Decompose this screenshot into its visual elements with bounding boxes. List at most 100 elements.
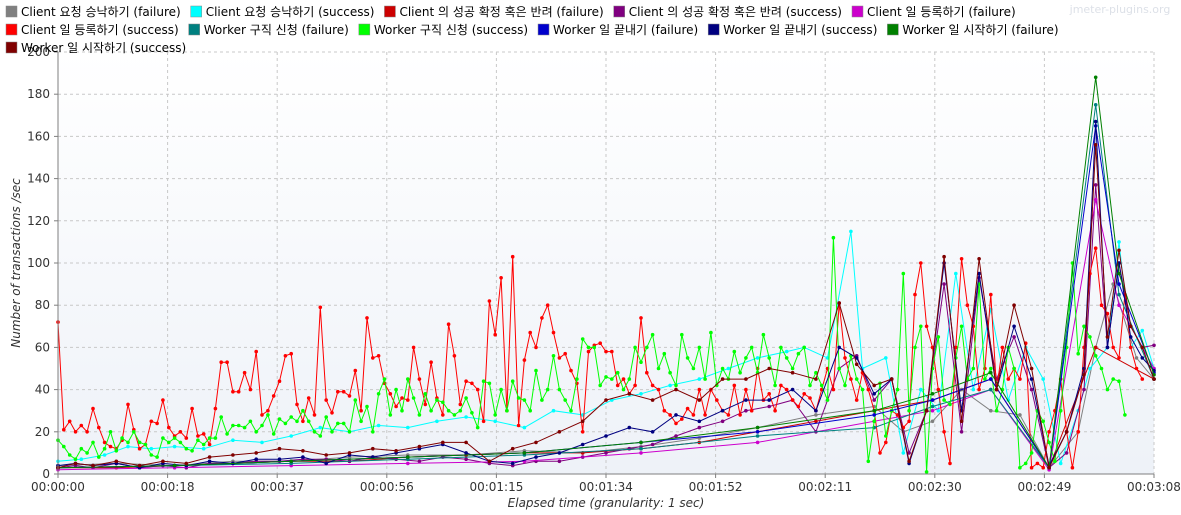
data-point [1093,246,1098,250]
data-point [1140,345,1145,350]
data-point [924,470,929,474]
data-point [989,377,993,381]
data-point [930,392,935,396]
data-point [633,345,637,350]
data-point [983,366,987,371]
data-point [1012,335,1016,339]
data-point [534,440,538,445]
x-tick-label: 00:00:56 [360,480,414,494]
data-point [376,392,381,396]
data-point [388,392,393,396]
data-point [1117,292,1121,297]
data-point [610,377,614,381]
data-point [674,434,678,438]
data-point [674,413,678,417]
data-point [283,354,288,358]
legend-item: Worker 일 끝내기 (success) [707,23,877,37]
data-point [91,440,95,445]
data-point [1041,377,1045,381]
data-point [248,387,253,392]
data-point [155,455,159,459]
data-point [277,457,282,462]
data-point [417,459,422,464]
data-point [277,417,282,421]
data-point [784,349,789,354]
data-point [225,360,229,365]
legend-item: Client 일 등록하기 (success) [5,23,179,37]
data-point [1117,271,1121,276]
data-point [872,408,876,413]
data-point [1029,465,1034,470]
data-point [784,356,789,360]
data-point [586,345,591,350]
data-point [942,430,946,434]
data-point [1093,75,1098,80]
data-point [62,444,66,449]
data-point [1134,366,1139,371]
data-point [516,423,521,428]
data-point [289,351,294,356]
data-point [627,446,632,451]
data-point [161,398,165,402]
data-point [1012,324,1016,329]
data-point [767,392,771,396]
data-point [1093,345,1098,350]
data-point [563,351,567,356]
data-point [936,335,941,339]
data-point [528,330,532,335]
data-point [481,419,486,424]
x-tick-label: 00:00:18 [141,480,195,494]
legend-item: Worker 일 시작하기 (failure) [887,23,1059,37]
data-point [330,411,334,415]
data-point [1023,461,1028,466]
data-point [942,398,946,402]
legend-label: Client 의 성공 확정 혹은 반려 (success) [629,5,842,19]
data-point [207,442,212,447]
legend-label: Worker 구직 신청 (success) [374,23,528,37]
data-point [126,402,130,407]
data-point [604,375,608,379]
data-point [860,387,865,392]
data-point [959,419,964,424]
data-point [621,387,626,392]
data-point [231,423,235,428]
data-point [394,449,398,453]
data-point [254,451,258,455]
data-point [336,421,340,426]
data-point [1088,366,1092,371]
data-point [767,366,771,371]
data-point [201,446,206,451]
legend-swatch [5,5,18,18]
series-line [57,104,1155,469]
data-point [843,383,847,388]
x-tick-label: 00:00:37 [250,480,304,494]
data-point [784,387,789,392]
data-point [767,356,771,360]
data-point [557,356,562,360]
data-point [680,417,684,421]
legend-item: Worker 일 끝내기 (failure) [537,23,698,37]
data-point [475,387,480,392]
data-point [755,430,760,434]
data-point [697,345,702,350]
legend-item: Client 일 등록하기 (failure) [851,5,1016,19]
legend-label: Client 요청 승낙하기 (success) [206,5,375,19]
data-point [732,349,737,354]
data-point [802,392,806,396]
legend-label: Worker 일 끝내기 (success) [723,23,877,37]
data-point [1105,345,1110,350]
legend-swatch [5,41,18,54]
data-point [359,419,363,424]
data-point [149,419,154,424]
data-point [598,341,602,346]
data-point [575,377,579,381]
data-point [884,356,888,360]
data-point [645,370,649,375]
data-point [959,257,964,261]
data-point [1047,430,1051,434]
data-point [755,434,760,438]
y-tick-label: 160 [27,129,50,143]
data-point [703,413,707,417]
data-point [126,440,130,445]
series-6 [56,246,1145,470]
